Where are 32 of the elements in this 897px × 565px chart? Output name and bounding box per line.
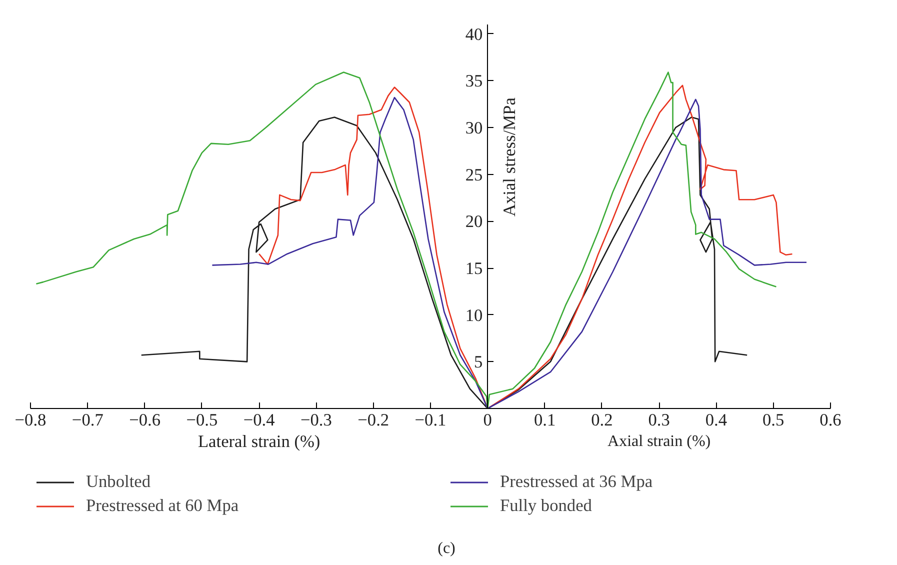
- x-tick-label: 0.5: [762, 410, 784, 430]
- line-series: [36, 72, 777, 408]
- x-axis-title: Lateral strain (%): [198, 432, 320, 452]
- legend-label: Fully bonded: [500, 496, 593, 516]
- y-tick-label: 35: [465, 72, 483, 91]
- x-tick-label: −0.8: [14, 410, 46, 430]
- y-tick-label: 40: [465, 24, 483, 44]
- y-tick-label: 30: [465, 118, 483, 138]
- y-tick-label: 20: [465, 212, 483, 232]
- x-tick-label: −0.4: [243, 410, 276, 430]
- x-tick-label: −0.7: [72, 410, 104, 430]
- text: (c): [438, 540, 456, 558]
- x-tick-label: 0.2: [591, 410, 613, 430]
- y-tick-label: 15: [465, 259, 483, 278]
- legend-label: Unbolted: [86, 472, 152, 492]
- legend-label: Prestressed at 36 Mpa: [500, 472, 654, 492]
- x-tick-label: 0.6: [820, 410, 842, 430]
- x-tick-label: −0.2: [358, 410, 390, 430]
- y-tick-label: 25: [465, 165, 483, 184]
- text: Axial strain (%): [608, 433, 711, 450]
- x-tick-label: 0.3: [648, 410, 670, 430]
- x-tick-label: −0.6: [129, 410, 161, 430]
- y-axis-title: Axial stress/MPa: [500, 97, 519, 216]
- x-tick-label: 0.1: [534, 410, 556, 430]
- x-tick-label: −0.3: [300, 410, 332, 430]
- y-tick-label: 10: [465, 306, 483, 325]
- x-tick-label: 0.4: [705, 410, 728, 430]
- x-tick-label: −0.5: [186, 410, 218, 430]
- y-tick-label: 5: [474, 352, 483, 372]
- legend-label: Prestressed at 60 Mpa: [86, 496, 240, 516]
- x-tick-label: −0.1: [414, 410, 446, 430]
- x-tick-label: 0: [483, 410, 492, 430]
